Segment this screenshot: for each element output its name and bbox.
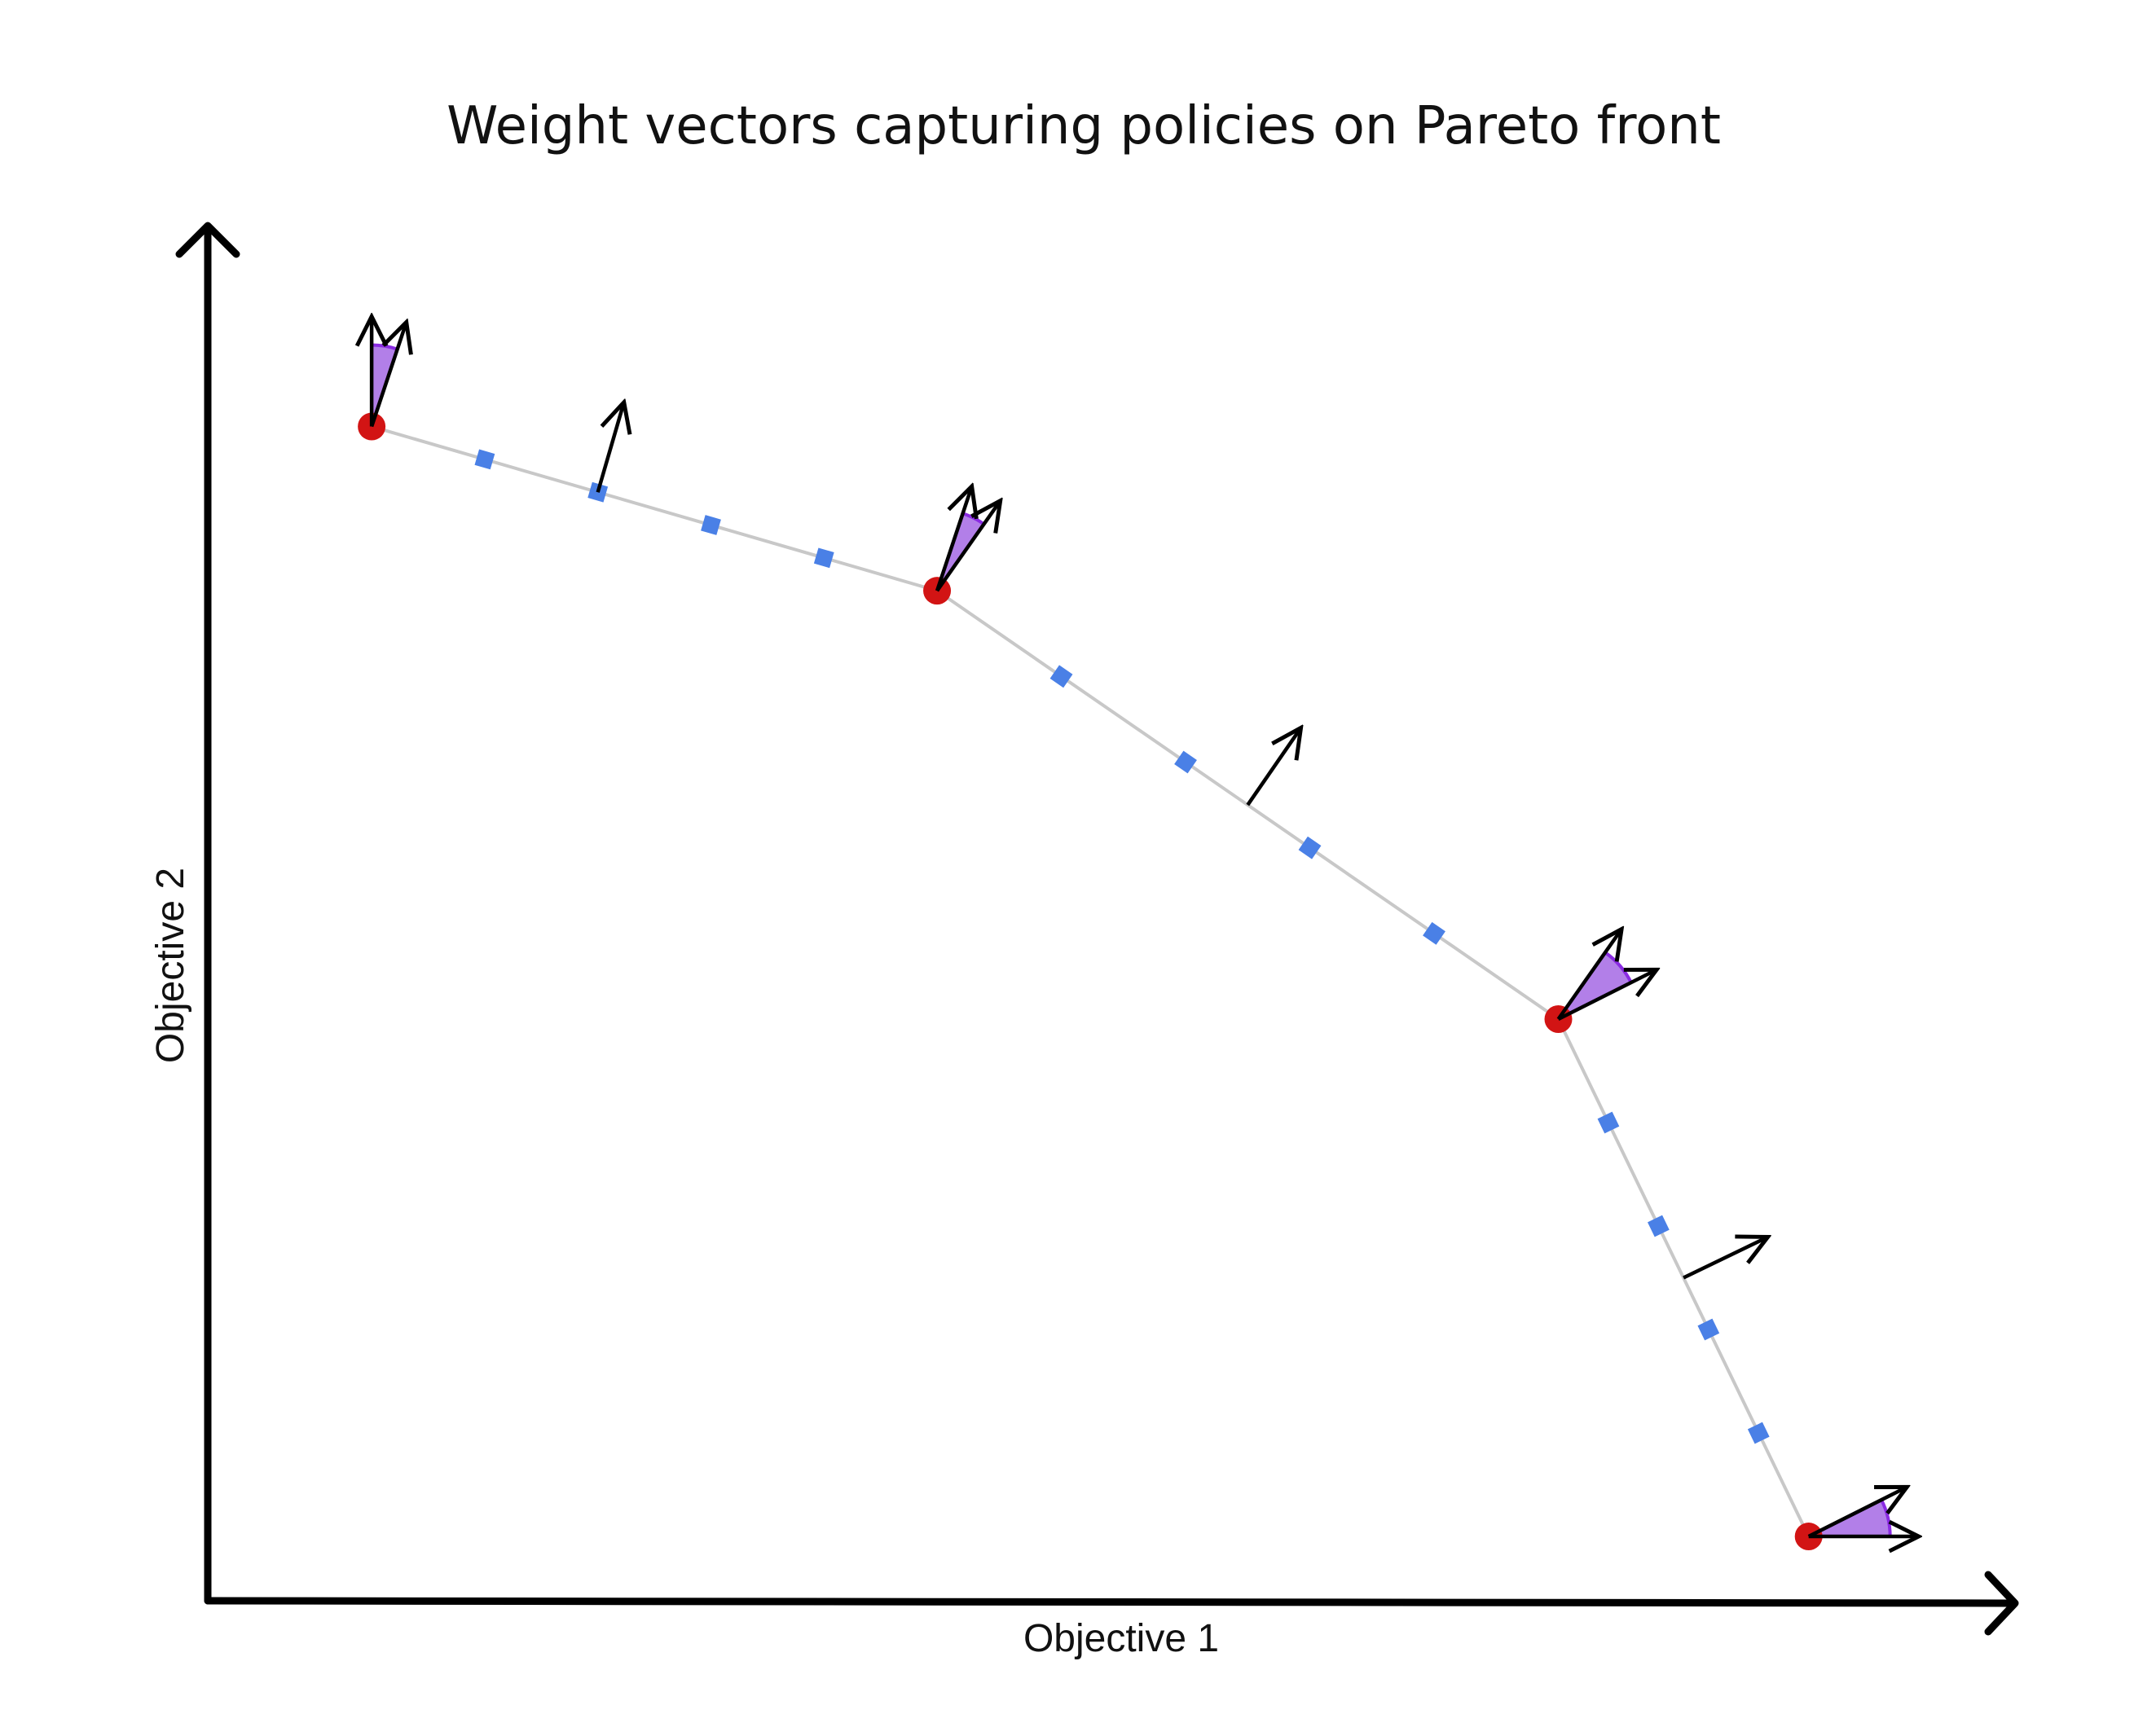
- segment-normal-arrow: [596, 402, 624, 493]
- x-axis-line: [204, 1597, 2013, 1607]
- axes: [175, 222, 2019, 1636]
- cone-boundary-arrow: [935, 486, 972, 591]
- segment-normal-arrow: [1246, 727, 1300, 806]
- cone-boundary-arrows: [372, 317, 1919, 1536]
- x-axis-label: Objective 1: [1023, 1617, 1219, 1660]
- segment-sample-marker: [1298, 836, 1322, 859]
- cone-boundary-arrow: [1807, 1487, 1907, 1539]
- segment-sample-marker: [1174, 750, 1197, 774]
- weight-cone-wedge: [1558, 952, 1631, 1019]
- segment-sample-marker: [1648, 1215, 1670, 1237]
- segment-sample-marker: [1697, 1318, 1720, 1341]
- segment-normal-arrows: [596, 402, 1768, 1280]
- segment-sample-marker: [813, 547, 834, 569]
- segment-samples: [474, 449, 1770, 1444]
- segment-sample-marker: [701, 515, 721, 535]
- segment-sample-marker: [1747, 1422, 1770, 1444]
- y-axis-arrowhead: [175, 222, 240, 258]
- segment-sample-marker: [1423, 921, 1445, 945]
- segment-sample-marker: [1597, 1111, 1620, 1134]
- segment-sample-marker: [1049, 665, 1073, 688]
- cone-boundary-arrow: [1557, 969, 1657, 1022]
- y-axis-label: Objective 2: [149, 868, 192, 1063]
- cone-boundary-arrow: [369, 322, 407, 428]
- weight-cones: [372, 343, 1892, 1537]
- diagram-title: Weight vectors capturing policies on Par…: [447, 96, 1721, 156]
- cone-boundary-arrow: [1556, 930, 1622, 1021]
- x-axis-arrowhead: [1984, 1571, 2019, 1636]
- segment-sample-marker: [474, 449, 495, 470]
- cone-boundary-arrow: [935, 501, 1001, 592]
- segment-normal-arrow: [1683, 1237, 1768, 1280]
